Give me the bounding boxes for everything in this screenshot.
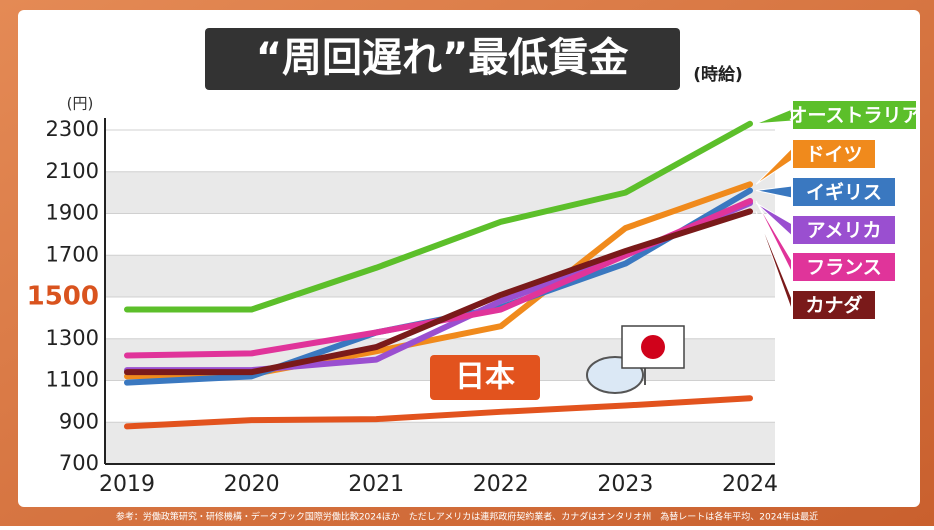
- legend-label: アメリカ: [806, 220, 881, 242]
- legend-label: カナダ: [805, 294, 862, 317]
- series-label-box: [430, 355, 540, 400]
- chart-title: “周回遅れ”最低賃金: [256, 35, 630, 81]
- series-line: [124, 120, 753, 313]
- y-tick-label: 1300: [46, 326, 99, 350]
- y-tick-label: 700: [59, 451, 99, 475]
- legend-label: ドイツ: [805, 144, 862, 166]
- grid-band: [105, 422, 775, 464]
- footnote: 参考：労働政策研究・研修機構・データブック国際労働比較2024ほか ただしアメリ…: [116, 511, 818, 523]
- y-tick-label: 1500: [27, 282, 99, 312]
- legend-label: オーストラリア: [788, 105, 920, 127]
- y-tick-label: 1900: [46, 201, 99, 225]
- title-box: [205, 28, 680, 90]
- series-label: 日本: [455, 360, 515, 395]
- y-tick-label: 1100: [46, 368, 99, 392]
- y-tick-label: 900: [59, 409, 99, 433]
- legend-box: [791, 251, 897, 283]
- legend-box: [791, 99, 918, 131]
- x-tick-label: 2022: [473, 472, 529, 497]
- x-tick-label: 2023: [597, 472, 653, 497]
- legend-box: [791, 176, 897, 208]
- y-tick-label: 2300: [46, 117, 99, 141]
- y-tick-label: 1700: [46, 242, 99, 266]
- x-tick-label: 2021: [348, 472, 404, 497]
- series-line: [124, 395, 753, 430]
- grid-band: [105, 171, 775, 214]
- x-tick-label: 2020: [224, 472, 280, 497]
- x-tick-label: 2024: [722, 472, 778, 497]
- series-line: [124, 208, 753, 376]
- chart-subtitle: (時給): [693, 64, 743, 85]
- y-tick-label: 2100: [46, 159, 99, 183]
- legend-box: [791, 289, 877, 321]
- legend-box: [791, 214, 897, 246]
- legend-label: イギリス: [806, 182, 882, 204]
- flag-illustration: [586, 325, 685, 394]
- legend-label: フランス: [806, 257, 882, 279]
- legend-box: [791, 138, 877, 170]
- flag-sun: [641, 335, 665, 359]
- y-axis-label: (円): [67, 95, 94, 113]
- x-tick-label: 2019: [99, 472, 155, 497]
- grid-band: [105, 255, 775, 297]
